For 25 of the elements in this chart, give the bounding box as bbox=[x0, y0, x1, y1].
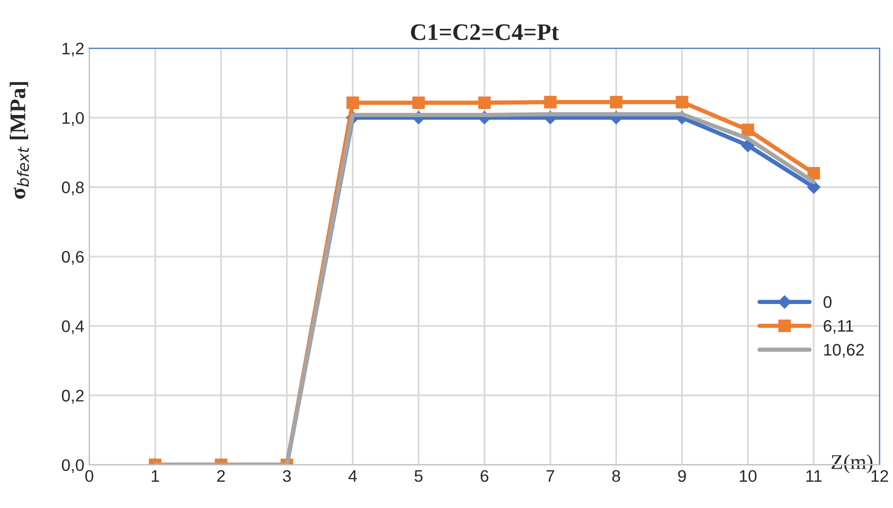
x-tick-label: 11 bbox=[806, 470, 822, 482]
y-tick-label: 0,0 bbox=[62, 459, 84, 473]
legend-label: 6,11 bbox=[824, 320, 854, 334]
x-tick-label: 5 bbox=[414, 470, 423, 482]
x-tick-label: 7 bbox=[546, 470, 554, 482]
y-axis-title: σ$_{bfext}$ [MPa] bbox=[10, 82, 30, 199]
x-tick-label: 0 bbox=[85, 470, 94, 482]
y-tick-label: 0,2 bbox=[62, 390, 84, 404]
y-tick-label: 0,4 bbox=[62, 320, 84, 334]
y-tick-label: 1,0 bbox=[62, 112, 84, 126]
x-tick-label: 2 bbox=[217, 470, 225, 482]
x-tick-label: 1 bbox=[152, 470, 159, 482]
x-tick-label: 12 bbox=[872, 470, 888, 482]
y-tick-label: 1,2 bbox=[62, 42, 84, 56]
chart-title: C1=C2=C4=Pt bbox=[411, 24, 559, 40]
legend-label: 0 bbox=[824, 296, 832, 308]
y-tick-label: 0,8 bbox=[62, 182, 84, 196]
y-tick-label: 0,6 bbox=[62, 250, 84, 265]
legend-label: 10,62 bbox=[824, 344, 864, 358]
x-tick-label: 3 bbox=[282, 470, 291, 482]
x-tick-label: 8 bbox=[612, 470, 620, 482]
x-tick-label: 6 bbox=[480, 470, 488, 482]
x-tick-label: 4 bbox=[348, 470, 357, 482]
x-tick-label: 9 bbox=[678, 470, 686, 482]
x-tick-label: 10 bbox=[740, 470, 757, 482]
